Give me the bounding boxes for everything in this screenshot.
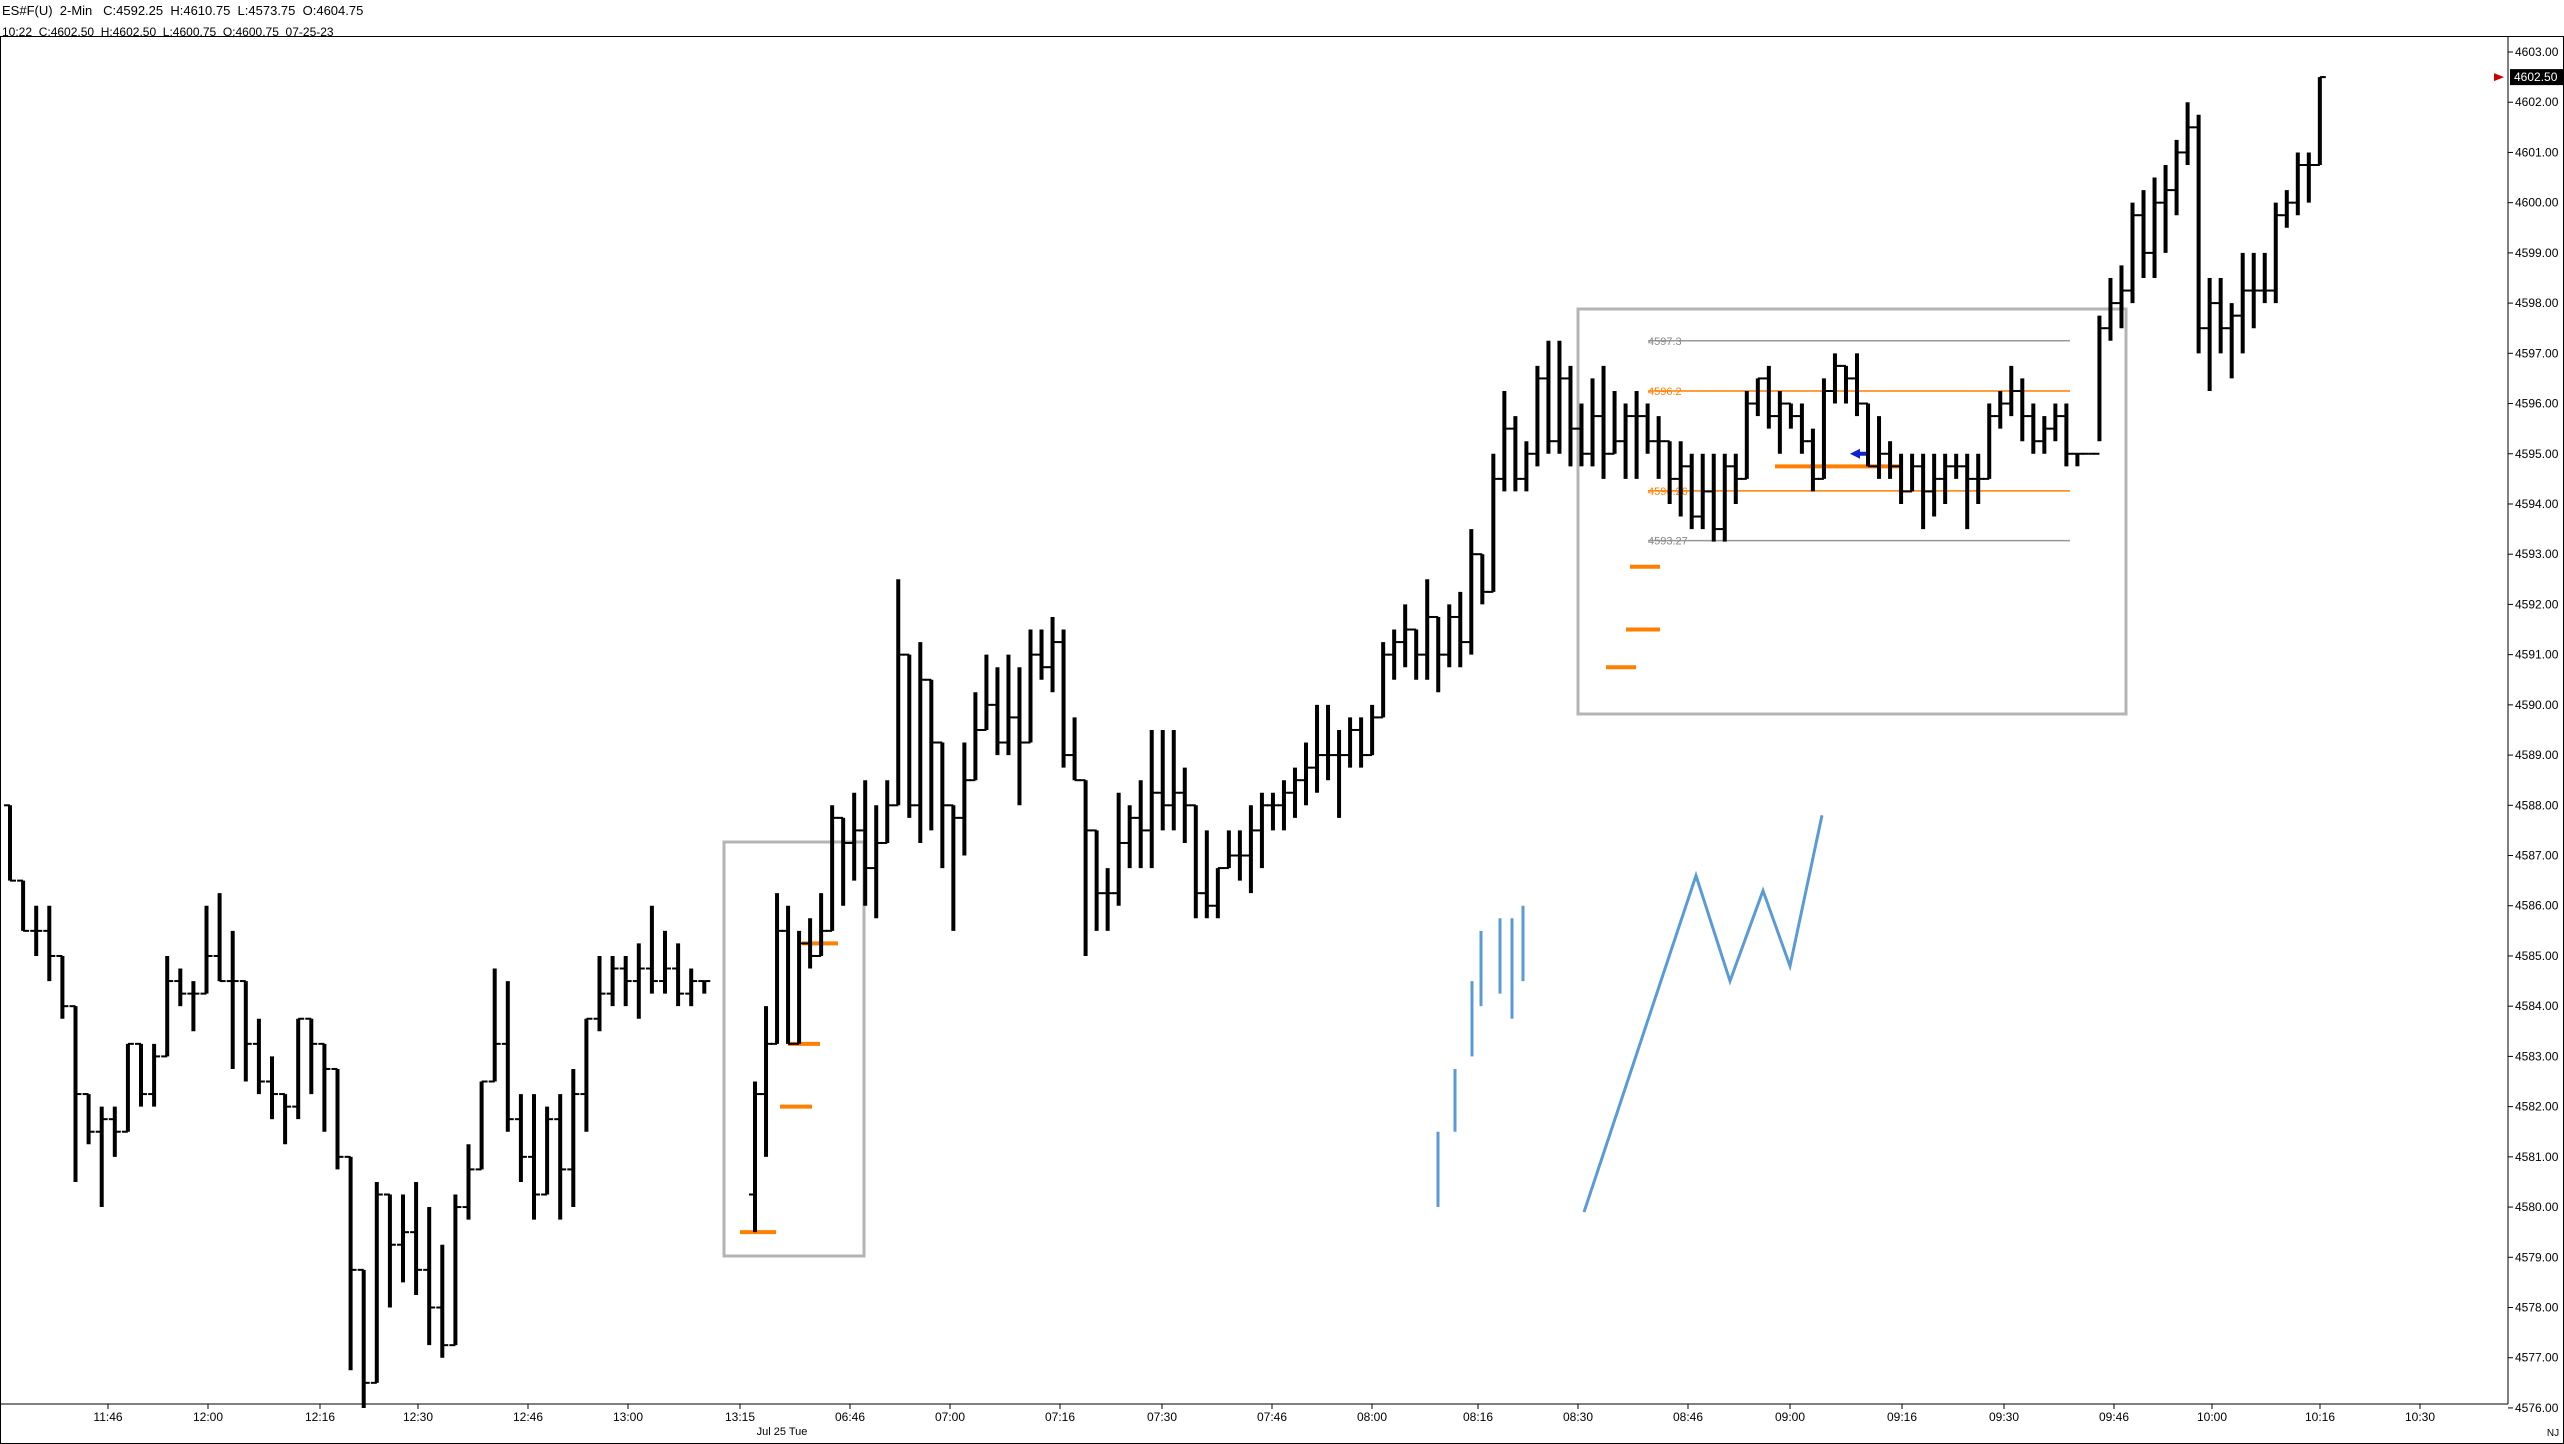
time-label: 09:46 [2099,1410,2129,1424]
time-label: 09:00 [1775,1410,1805,1424]
price-label: 4578.00 [2515,1301,2559,1315]
left-range-box [722,840,866,1258]
price-label: 4589.00 [2515,748,2559,762]
price-label: 4597.00 [2515,346,2559,360]
right-range-box [1576,307,2128,716]
left-arrow-marker-icon [1850,448,1866,459]
price-label: 4588.00 [2515,798,2559,812]
time-label: 08:30 [1563,1410,1593,1424]
time-label: 08:00 [1357,1410,1387,1424]
ohlc-bars [4,76,2326,1408]
chart-frame [0,36,2564,1444]
time-label: 07:46 [1257,1410,1287,1424]
price-label: 4594.00 [2515,497,2559,511]
price-label: 4603.00 [2515,45,2559,59]
price-label: 4582.00 [2515,1100,2559,1114]
price-label: 4599.00 [2515,246,2559,260]
time-label: 10:30 [2405,1410,2435,1424]
corner-label: NJ [2547,1428,2559,1439]
price-label: 4579.00 [2515,1250,2559,1264]
time-label: 09:16 [1887,1410,1917,1424]
time-label: 08:46 [1673,1410,1703,1424]
price-label: 4596.00 [2515,397,2559,411]
axes: 4603.00 4602.00 4601.00 4600.00 4599.00 4598.… [0,36,2564,1444]
price-label: 4592.00 [2515,597,2559,611]
price-label: 4602.00 [2515,95,2559,109]
price-label: 4590.00 [2515,698,2559,712]
price-label: 4595.00 [2515,447,2559,461]
last-price-label: 4602.50 [2514,70,2558,84]
time-label: 07:30 [1147,1410,1177,1424]
last-price-arrow-icon [2494,73,2504,82]
price-label: 4581.00 [2515,1150,2559,1164]
price-label: 4591.00 [2515,648,2559,662]
date-label: Jul 25 Tue [757,1426,808,1438]
time-label: 09:30 [1989,1410,2019,1424]
range-boxes [722,307,2128,1258]
bar-info-line: 10:22 C:4602.50 H:4602.50 L:4600.75 O:46… [2,25,334,39]
level-value-label: 4596.2 [1648,386,1682,398]
time-label: 06:46 [835,1410,865,1424]
symbol-info-line: ES#F(U) 2-Min C:4592.25 H:4610.75 L:4573… [2,3,364,18]
time-label: 08:16 [1463,1410,1493,1424]
price-label: 4585.00 [2515,949,2559,963]
price-label: 4587.00 [2515,849,2559,863]
price-label: 4586.00 [2515,899,2559,913]
time-label: 10:00 [2197,1410,2227,1424]
price-label: 4577.00 [2515,1351,2559,1365]
markers [1850,448,1866,459]
price-label: 4583.00 [2515,1049,2559,1063]
time-label: 07:16 [1045,1410,1075,1424]
price-label: 4593.00 [2515,547,2559,561]
price-label: 4600.00 [2515,196,2559,210]
time-label: 13:15 [725,1410,755,1424]
price-label: 4598.00 [2515,296,2559,310]
time-label: 12:30 [403,1410,433,1424]
level-value-label: 4597.3 [1648,336,1682,348]
time-label: 12:00 [193,1410,223,1424]
price-label: 4580.00 [2515,1200,2559,1214]
price-label: 4584.00 [2515,999,2559,1013]
time-label: 10:16 [2305,1410,2335,1424]
time-label: 13:00 [613,1410,643,1424]
time-label: 12:46 [513,1410,543,1424]
level-value-label: 4593.27 [1648,536,1688,548]
price-label: 4576.00 [2515,1401,2559,1415]
time-label: 07:00 [935,1410,965,1424]
price-label: 4601.00 [2515,145,2559,159]
time-label: 11:46 [93,1410,122,1424]
time-label: 12:16 [305,1410,335,1424]
last-price-tag [2510,69,2564,86]
projection-drawing [1436,815,1824,1213]
projection-zigzag-line [1582,815,1824,1213]
